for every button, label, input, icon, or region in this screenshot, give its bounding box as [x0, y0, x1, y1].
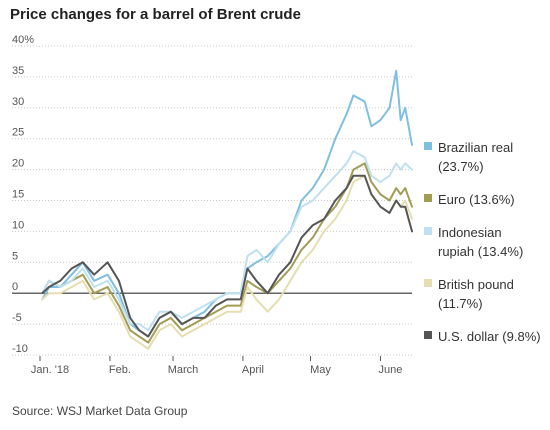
- legend-label: (11.7%): [438, 296, 483, 311]
- y-tick-label: 30: [12, 96, 24, 108]
- source-note: Source: WSJ Market Data Group: [12, 404, 188, 418]
- x-tick-label: June: [379, 364, 403, 376]
- legend-swatch: [424, 279, 432, 287]
- x-tick-label: May: [310, 364, 331, 376]
- y-tick-label: 40%: [12, 34, 34, 46]
- series-line-3: [41, 174, 413, 350]
- y-tick-label: 25: [12, 127, 24, 139]
- x-tick-label: March: [168, 364, 199, 376]
- legend-label: (23.7%): [438, 159, 484, 174]
- y-tick-label: 35: [12, 65, 24, 77]
- x-tick-label: Feb.: [109, 364, 131, 376]
- y-axis-ticks: 40% 35 30 25 20 15 10 5 0 -5 -10: [12, 34, 34, 355]
- legend-label: Euro (13.6%): [438, 192, 515, 207]
- legend-swatch: [424, 194, 432, 202]
- legend-label: British pound: [438, 277, 514, 292]
- y-tick-label: -5: [12, 312, 22, 324]
- series-line-2: [41, 150, 413, 332]
- legend-swatch: [424, 331, 432, 339]
- y-tick-label: 10: [12, 219, 24, 231]
- series-line-1: [41, 162, 413, 344]
- legend-label: U.S. dollar (9.8%): [438, 329, 541, 344]
- y-tick-label: 15: [12, 189, 24, 201]
- y-tick-label: 0: [12, 281, 18, 293]
- y-tick-label: 20: [12, 158, 24, 170]
- y-tick-label: 5: [12, 250, 18, 262]
- x-tick-label: April: [242, 364, 264, 376]
- grid-lines: [12, 45, 412, 356]
- legend-label: Brazilian real: [438, 140, 513, 155]
- legend-label: rupiah (13.4%): [438, 244, 523, 259]
- x-tick-label: Jan. '18: [31, 364, 69, 376]
- legend: Brazilian real (23.7%) Euro (13.6%) Indones…: [424, 140, 541, 344]
- series-line-4: [41, 174, 413, 338]
- legend-swatch: [424, 227, 432, 235]
- x-axis-ticks: Jan. '18 Feb. March April May June: [31, 356, 402, 376]
- y-tick-label: -10: [12, 343, 28, 355]
- legend-swatch: [424, 142, 432, 150]
- series-lines: [41, 69, 413, 350]
- chart-title: Price changes for a barrel of Brent crud…: [10, 6, 301, 23]
- legend-label: Indonesian: [438, 225, 502, 240]
